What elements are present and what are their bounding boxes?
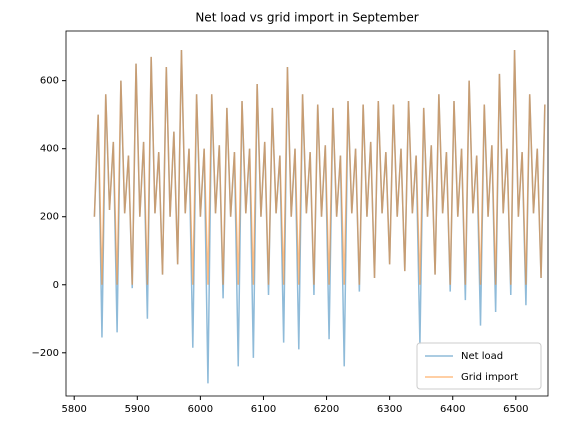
line-series (93, 50, 546, 285)
plot-frame (65, 30, 549, 397)
x-tick-label: 6200 (314, 404, 339, 415)
x-tick-label: 5800 (61, 404, 86, 415)
y-tick-label: −200 (32, 348, 59, 359)
y-tick-label: 400 (40, 144, 59, 155)
x-tick-label: 6000 (188, 404, 213, 415)
x-tick-label: 6300 (377, 404, 402, 415)
x-tick-label: 6400 (440, 404, 465, 415)
x-tick-label: 6100 (251, 404, 276, 415)
y-tick-label: 200 (40, 212, 59, 223)
x-tick-label: 5900 (125, 404, 150, 415)
y-tick-label: 0 (53, 280, 59, 291)
line-series (93, 50, 546, 384)
y-tick-label: 600 (40, 76, 59, 87)
legend-label: Net load (461, 351, 503, 362)
x-tick-label: 6500 (503, 404, 528, 415)
chart-title: Net load vs grid import in September (195, 11, 418, 25)
legend-label: Grid import (461, 372, 518, 383)
